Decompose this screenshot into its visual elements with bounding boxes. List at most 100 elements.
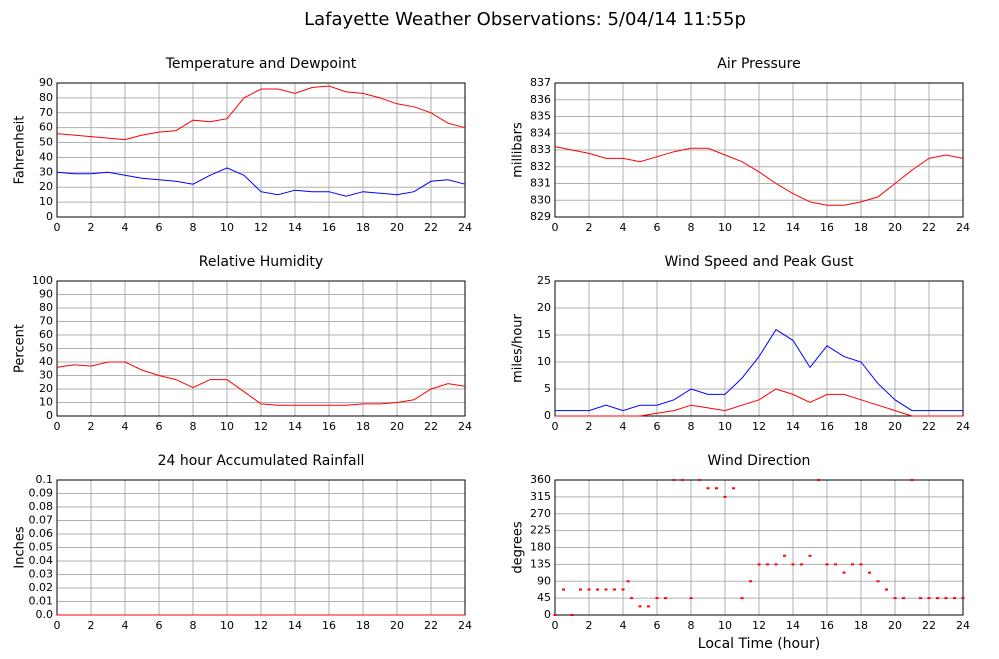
scatter-point (757, 563, 761, 566)
scatter-point (698, 479, 701, 481)
x-tick-label: 4 (620, 619, 627, 632)
y-tick-label: 30 (39, 369, 53, 382)
x-tick-label: 18 (854, 619, 868, 632)
series-line (56, 167, 466, 197)
x-tick-label: 14 (288, 619, 302, 632)
chart-title: Wind Speed and Peak Gust (665, 254, 854, 270)
scatter-point (664, 597, 667, 600)
x-tick-label: 14 (288, 420, 302, 433)
x-tick-label: 0 (54, 420, 61, 433)
x-tick-label: 16 (322, 221, 336, 234)
x-tick-label: 22 (922, 619, 936, 632)
y-axis-label: Inches (13, 526, 28, 568)
plot-frame (554, 479, 964, 616)
scatter-point (825, 563, 829, 566)
x-tick-label: 2 (586, 221, 593, 234)
x-tick-label: 2 (586, 619, 593, 632)
scatter-point (596, 588, 599, 591)
scatter-point (885, 588, 888, 591)
x-tick-label: 6 (654, 221, 661, 234)
x-tick-label: 4 (620, 420, 627, 433)
scatter-point (587, 588, 591, 591)
y-axis-label: miles/hour (511, 313, 526, 382)
x-tick-label: 14 (786, 221, 800, 234)
scatter-point (902, 597, 905, 600)
scatter-point (706, 487, 710, 490)
y-tick-label: 20 (39, 180, 53, 193)
y-tick-label: 834 (530, 126, 551, 139)
y-tick-label: 90 (39, 76, 53, 89)
y-tick-label: 0 (46, 409, 53, 422)
x-tick-label: 22 (424, 619, 438, 632)
y-tick-label: 0.04 (29, 554, 54, 567)
scatter-point (562, 588, 565, 591)
x-tick-label: 10 (718, 221, 732, 234)
x-tick-label: 4 (620, 221, 627, 234)
x-tick-label: 8 (190, 619, 197, 632)
scatter-point (626, 580, 630, 583)
y-tick-label: 836 (530, 93, 551, 106)
x-tick-label: 6 (156, 619, 163, 632)
x-tick-label: 20 (390, 420, 404, 433)
plot-frame (554, 82, 964, 218)
y-tick-label: 0.03 (29, 568, 54, 581)
scatter-point (579, 588, 582, 591)
scatter-point (953, 597, 956, 600)
y-tick-label: 0.06 (29, 527, 54, 540)
x-tick-label: 18 (356, 420, 370, 433)
scatter-point (553, 614, 557, 616)
y-tick-label: 315 (530, 490, 551, 503)
y-tick-label: 0.02 (29, 581, 54, 594)
y-tick-label: 15 (537, 328, 551, 341)
x-tick-label: 12 (254, 420, 268, 433)
y-tick-label: 0.01 (29, 595, 54, 608)
scatter-point (681, 479, 684, 481)
x-tick-label: 12 (254, 619, 268, 632)
x-tick-label: 10 (220, 619, 234, 632)
y-tick-label: 40 (39, 150, 53, 163)
x-tick-label: 8 (688, 619, 695, 632)
y-tick-label: 135 (530, 557, 551, 570)
scatter-point (876, 580, 880, 583)
y-tick-label: 832 (530, 160, 551, 173)
x-tick-label: 6 (156, 221, 163, 234)
x-tick-label: 20 (888, 420, 902, 433)
x-tick-label: 16 (820, 619, 834, 632)
x-axis-label: Local Time (hour) (698, 636, 820, 652)
x-tick-label: 0 (552, 420, 559, 433)
y-tick-label: 360 (530, 473, 551, 486)
scatter-point (604, 588, 608, 591)
scatter-point (647, 605, 650, 608)
x-tick-label: 14 (288, 221, 302, 234)
y-tick-label: 30 (39, 165, 53, 178)
scatter-point (715, 487, 718, 490)
x-tick-label: 18 (854, 420, 868, 433)
series-line (555, 328, 963, 412)
x-tick-label: 8 (190, 420, 197, 433)
x-tick-label: 18 (356, 221, 370, 234)
x-tick-label: 20 (390, 221, 404, 234)
x-tick-label: 0 (552, 619, 559, 632)
scatter-point (800, 563, 803, 566)
y-tick-label: 25 (537, 274, 551, 287)
y-axis-label: Percent (13, 324, 28, 373)
x-tick-label: 2 (586, 420, 593, 433)
scatter-point (791, 563, 795, 566)
x-tick-label: 22 (424, 221, 438, 234)
y-tick-label: 45 (537, 591, 551, 604)
scatter-point (944, 597, 948, 600)
x-tick-label: 10 (718, 420, 732, 433)
x-tick-label: 0 (54, 619, 61, 632)
y-tick-label: 0 (46, 210, 53, 223)
scatter-point (655, 597, 659, 600)
y-tick-label: 0.08 (29, 500, 54, 513)
y-tick-label: 60 (39, 121, 53, 134)
y-tick-label: 180 (530, 541, 551, 554)
plot-frame (56, 82, 466, 218)
y-tick-label: 10 (39, 195, 53, 208)
series-line (554, 146, 964, 206)
y-tick-label: 60 (39, 328, 53, 341)
scatter-point (613, 588, 616, 591)
x-tick-label: 6 (654, 619, 661, 632)
x-tick-label: 16 (322, 420, 336, 433)
